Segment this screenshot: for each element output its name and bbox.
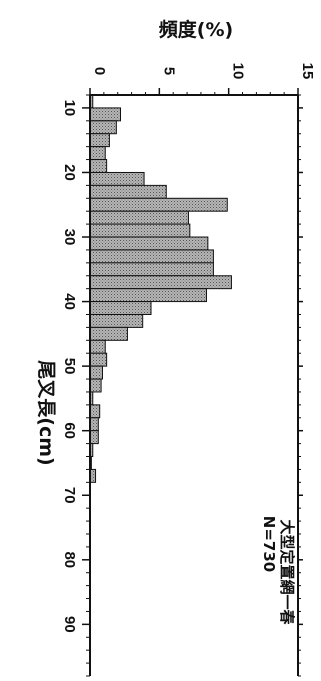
bars-layer: [89, 94, 232, 483]
y-tick-label-5: 5: [160, 67, 177, 75]
bar-60: [89, 430, 99, 445]
y-tick-label-0: 0: [91, 67, 108, 75]
bar-56: [89, 404, 101, 419]
bar-26: [89, 210, 189, 225]
x-tick-label-80: 80: [61, 551, 78, 568]
x-tick-label-20: 20: [61, 164, 78, 181]
bar-10: [89, 107, 122, 122]
x-tick-label-10: 10: [61, 100, 78, 117]
bar-24: [89, 197, 228, 212]
bar-34: [89, 262, 214, 277]
bar-42: [89, 313, 144, 328]
axis-layer: 0 5 10 15 10 20 30 40 50 60 70 80 90: [61, 63, 316, 677]
y-tick-label-10: 10: [230, 63, 247, 80]
x-tick-label-60: 60: [61, 422, 78, 439]
bar-14: [89, 133, 110, 148]
x-tick-label-30: 30: [61, 229, 78, 246]
bar-48: [89, 352, 108, 367]
bar-16: [89, 146, 106, 161]
x-tick-label-90: 90: [61, 616, 78, 633]
bar-52: [89, 378, 102, 393]
x-tick-label-50: 50: [61, 358, 78, 375]
bar-32: [89, 249, 214, 264]
bar-28: [89, 223, 191, 238]
x-tick-label-70: 70: [61, 487, 78, 504]
bar-46: [89, 339, 106, 354]
bar-30: [89, 236, 209, 251]
bar-50: [89, 365, 103, 380]
bar-22: [89, 184, 167, 199]
bar-58: [89, 417, 99, 432]
bar-44: [89, 326, 128, 341]
bar-38: [89, 288, 207, 303]
bar-36: [89, 275, 232, 290]
bar-20: [89, 171, 145, 186]
y-axis-title: 頻度(%): [159, 18, 233, 41]
bar-12: [89, 120, 117, 135]
annotation-line1: 大型定置網一春: [278, 519, 296, 624]
x-tick-label-40: 40: [61, 293, 78, 310]
bar-40: [89, 301, 152, 315]
labels-layer: 頻度(%) 尾叉長(cm) 大型定置網一春 N=730: [35, 18, 296, 625]
annotation-line2: N=730: [260, 516, 278, 572]
bar-18: [89, 159, 108, 173]
x-axis-title: 尾叉長(cm): [35, 360, 57, 465]
y-tick-label-15: 15: [299, 63, 316, 80]
